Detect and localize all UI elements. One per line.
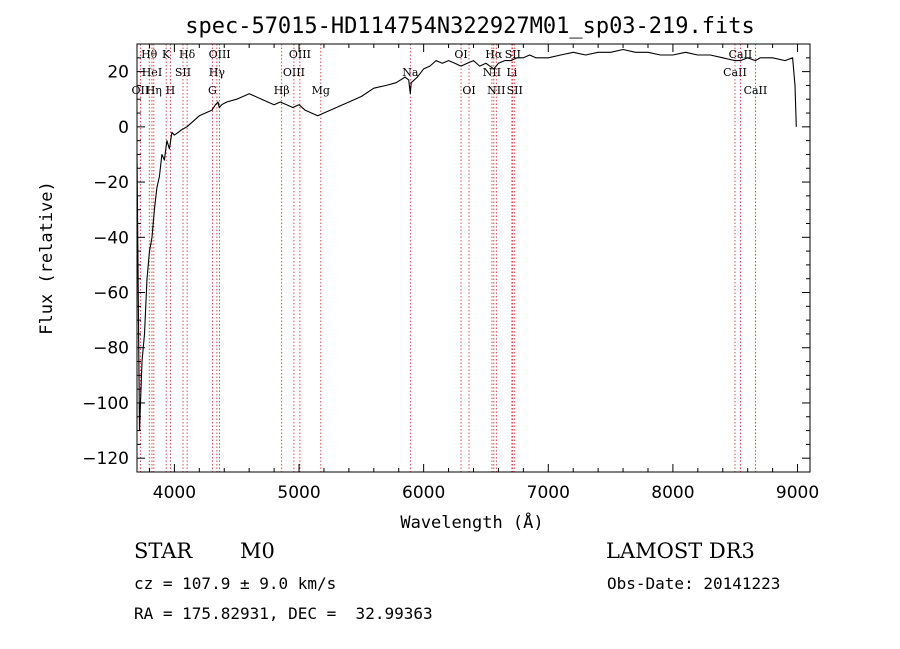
coordinates: RA = 175.82931, DEC = 32.99363 (134, 604, 433, 623)
redshift-velocity: cz = 107.9 ± 9.0 km/s (134, 574, 337, 593)
spectral-line-label: SII (175, 66, 191, 79)
spectral-line-label: NII (487, 84, 505, 97)
spectral-line-label: Na (402, 66, 419, 79)
chart-title: spec-57015-HD114754N322927M01_sp03-219.f… (185, 14, 755, 39)
spectral-line-label: OIII (209, 48, 231, 61)
y-tick-label: −80 (93, 339, 129, 359)
spectral-line-label: Mg (312, 84, 330, 97)
spectral-line-label: CaII (744, 84, 768, 97)
spectral-line-label: OIII (283, 66, 305, 79)
spectral-line-label: OIII (289, 48, 311, 61)
x-tick-label: 6000 (402, 483, 445, 503)
spectral-line-label: OI (462, 84, 475, 97)
spectral-line-label: Hβ (274, 84, 290, 97)
x-tick-label: 9000 (776, 483, 819, 503)
y-tick-label: −20 (93, 173, 129, 193)
spectral-line-label: HeI (142, 66, 162, 79)
x-tick-label: 8000 (651, 483, 694, 503)
spectral-line-label: CaII (723, 66, 747, 79)
x-axis-label: Wavelength (Å) (400, 511, 543, 533)
y-tick-label: −120 (82, 449, 129, 469)
x-tick-label: 4000 (153, 483, 196, 503)
axis-ticks: 4000 5000 6000 7000 8000 9000 −120 −100 −80 −60 −4… (82, 44, 819, 503)
spectral-line-label: OI (454, 48, 467, 61)
object-subclass: M0 (240, 539, 275, 563)
spectral-line-label: Hη (146, 84, 162, 97)
spectral-line-label: Hθ (141, 48, 158, 61)
spectral-line-label: Hα (485, 48, 503, 61)
y-tick-label: 0 (118, 118, 129, 138)
x-tick-label: 5000 (277, 483, 320, 503)
series-layer (136, 48, 797, 432)
spectrum-series-line (136, 48, 797, 432)
y-axis-label: Flux (relative) (37, 181, 57, 335)
spectral-line-label: OII (132, 84, 150, 97)
spectral-line-label: SII (505, 48, 521, 61)
plot-frame (136, 43, 811, 473)
spectral-line-label: SII (507, 84, 523, 97)
x-tick-label: 7000 (527, 483, 570, 503)
spectral-line-label: Li (506, 66, 517, 79)
spectral-lines-layer: OII Hθ HeI Hη K SII H Hδ OIII Hγ G Hβ OIII OIII Mg Na OI… (132, 44, 768, 472)
spectral-line-label: G (208, 84, 217, 97)
spectral-line-label: Hγ (209, 66, 226, 79)
spectral-line-label: Hδ (179, 48, 196, 61)
survey-name: LAMOST DR3 (606, 539, 755, 563)
spectral-line-label: K (162, 48, 171, 61)
y-tick-label: 20 (107, 63, 129, 83)
y-tick-label: −60 (93, 284, 129, 304)
observation-date: Obs-Date: 20141223 (607, 574, 781, 593)
spectral-line-label: H (166, 84, 176, 97)
spectral-line-label: CaII (729, 48, 753, 61)
y-tick-label: −100 (82, 394, 129, 414)
y-tick-label: −40 (93, 228, 129, 248)
object-class: STAR (134, 539, 193, 563)
